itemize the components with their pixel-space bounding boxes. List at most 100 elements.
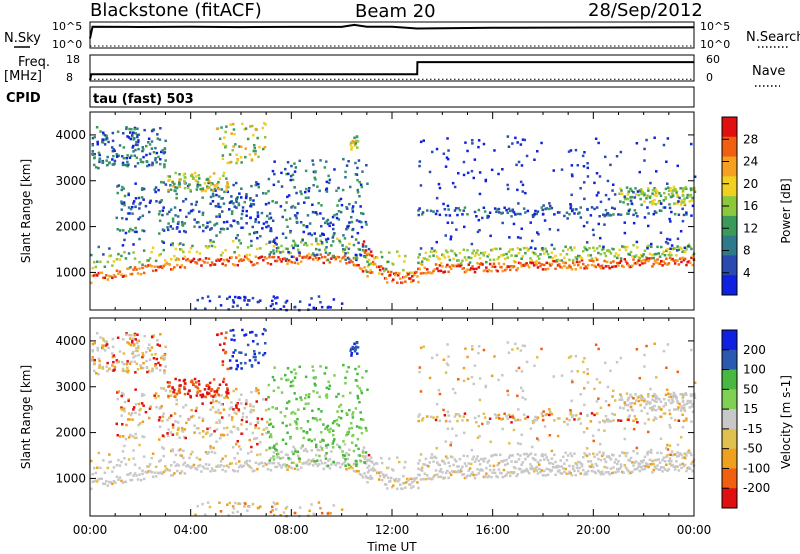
echo-cell — [216, 464, 220, 467]
echo-cell — [273, 366, 276, 369]
echo-cell — [501, 427, 504, 431]
echo-cell — [373, 468, 377, 472]
echo-cell — [99, 336, 102, 339]
echo-cell — [441, 265, 444, 268]
echo-cell — [136, 346, 140, 350]
echo-cell — [225, 426, 229, 430]
echo-cell — [434, 469, 438, 472]
echo-cell — [229, 430, 232, 433]
echo-cell — [352, 263, 356, 267]
echo-cell — [275, 259, 279, 263]
echo-cell — [308, 462, 312, 465]
echo-cell — [668, 251, 672, 254]
colorbar-segment — [722, 389, 737, 410]
echo-cell — [668, 256, 672, 260]
echo-cell — [364, 249, 368, 252]
echo-cell — [472, 176, 475, 180]
echo-cell — [101, 138, 104, 141]
echo-cell — [346, 251, 350, 255]
echo-cell — [497, 172, 500, 176]
echo-cell — [289, 260, 292, 263]
echo-cell — [231, 240, 235, 243]
echo-cell — [183, 222, 187, 225]
echo-cell — [367, 270, 371, 274]
echo-cell — [114, 481, 117, 484]
echo-cell — [664, 446, 668, 450]
echo-cell — [497, 262, 501, 265]
echo-cell — [499, 247, 502, 251]
echo-cell — [121, 161, 125, 165]
echo-cell — [163, 357, 167, 360]
echo-cell — [327, 387, 331, 391]
echo-cell — [116, 185, 119, 188]
echo-cell — [679, 393, 682, 396]
echo-cell — [685, 454, 688, 457]
echo-cell — [367, 464, 371, 468]
echo-cell — [595, 172, 599, 175]
echo-cell — [277, 249, 280, 253]
echo-cell — [111, 149, 115, 153]
echo-cell — [521, 461, 525, 464]
echo-cell — [324, 255, 327, 259]
echo-cell — [213, 393, 217, 397]
echo-cell — [257, 392, 260, 395]
echo-cell — [354, 444, 358, 447]
echo-cell — [167, 228, 170, 232]
echo-cell — [231, 210, 234, 213]
echo-cell — [236, 246, 239, 249]
echo-cell — [246, 343, 250, 347]
echo-cell — [526, 264, 530, 267]
echo-cell — [193, 218, 196, 221]
echo-cell — [341, 188, 345, 192]
echo-cell — [681, 425, 685, 429]
echo-cell — [224, 350, 228, 354]
echo-cell — [443, 208, 447, 211]
echo-cell — [250, 450, 253, 453]
echo-cell — [272, 249, 275, 252]
echo-cell — [203, 388, 207, 391]
echo-cell — [514, 260, 517, 264]
echo-cell — [681, 462, 684, 466]
echo-cell — [138, 260, 141, 264]
echo-cell — [538, 467, 541, 471]
echo-cell — [134, 132, 137, 135]
echo-cell — [262, 428, 266, 431]
echo-cell — [616, 261, 619, 265]
echo-cell — [509, 454, 512, 457]
echo-cell — [507, 456, 511, 459]
echo-cell — [652, 202, 655, 205]
echo-cell — [590, 206, 594, 209]
echo-cell — [633, 402, 637, 405]
echo-cell — [296, 244, 300, 247]
echo-cell — [358, 426, 361, 429]
echo-cell — [210, 450, 214, 454]
echo-cell — [266, 468, 270, 471]
echo-cell — [529, 463, 532, 466]
echo-cell — [530, 261, 533, 265]
echo-cell — [216, 127, 219, 131]
echo-cell — [257, 186, 260, 189]
echo-cell — [421, 211, 425, 214]
echo-cell — [198, 458, 202, 461]
echo-cell — [515, 460, 518, 464]
echo-cell — [293, 305, 297, 309]
echo-cell — [538, 257, 541, 260]
echo-cell — [613, 461, 616, 464]
echo-cell — [277, 386, 280, 389]
echo-cell — [240, 418, 244, 422]
echo-cell — [444, 165, 448, 168]
echo-cell — [346, 226, 350, 230]
echo-cell — [232, 145, 235, 148]
echo-cell — [500, 418, 503, 421]
echo-cell — [127, 473, 131, 476]
echo-cell — [332, 254, 335, 258]
echo-cell — [215, 465, 218, 468]
echo-cell — [277, 462, 280, 465]
echo-cell — [549, 255, 552, 259]
echo-cell — [117, 390, 121, 393]
echo-cell — [339, 260, 342, 263]
echo-cell — [281, 232, 285, 235]
echo-cell — [435, 196, 439, 200]
echo-cell — [268, 212, 272, 215]
